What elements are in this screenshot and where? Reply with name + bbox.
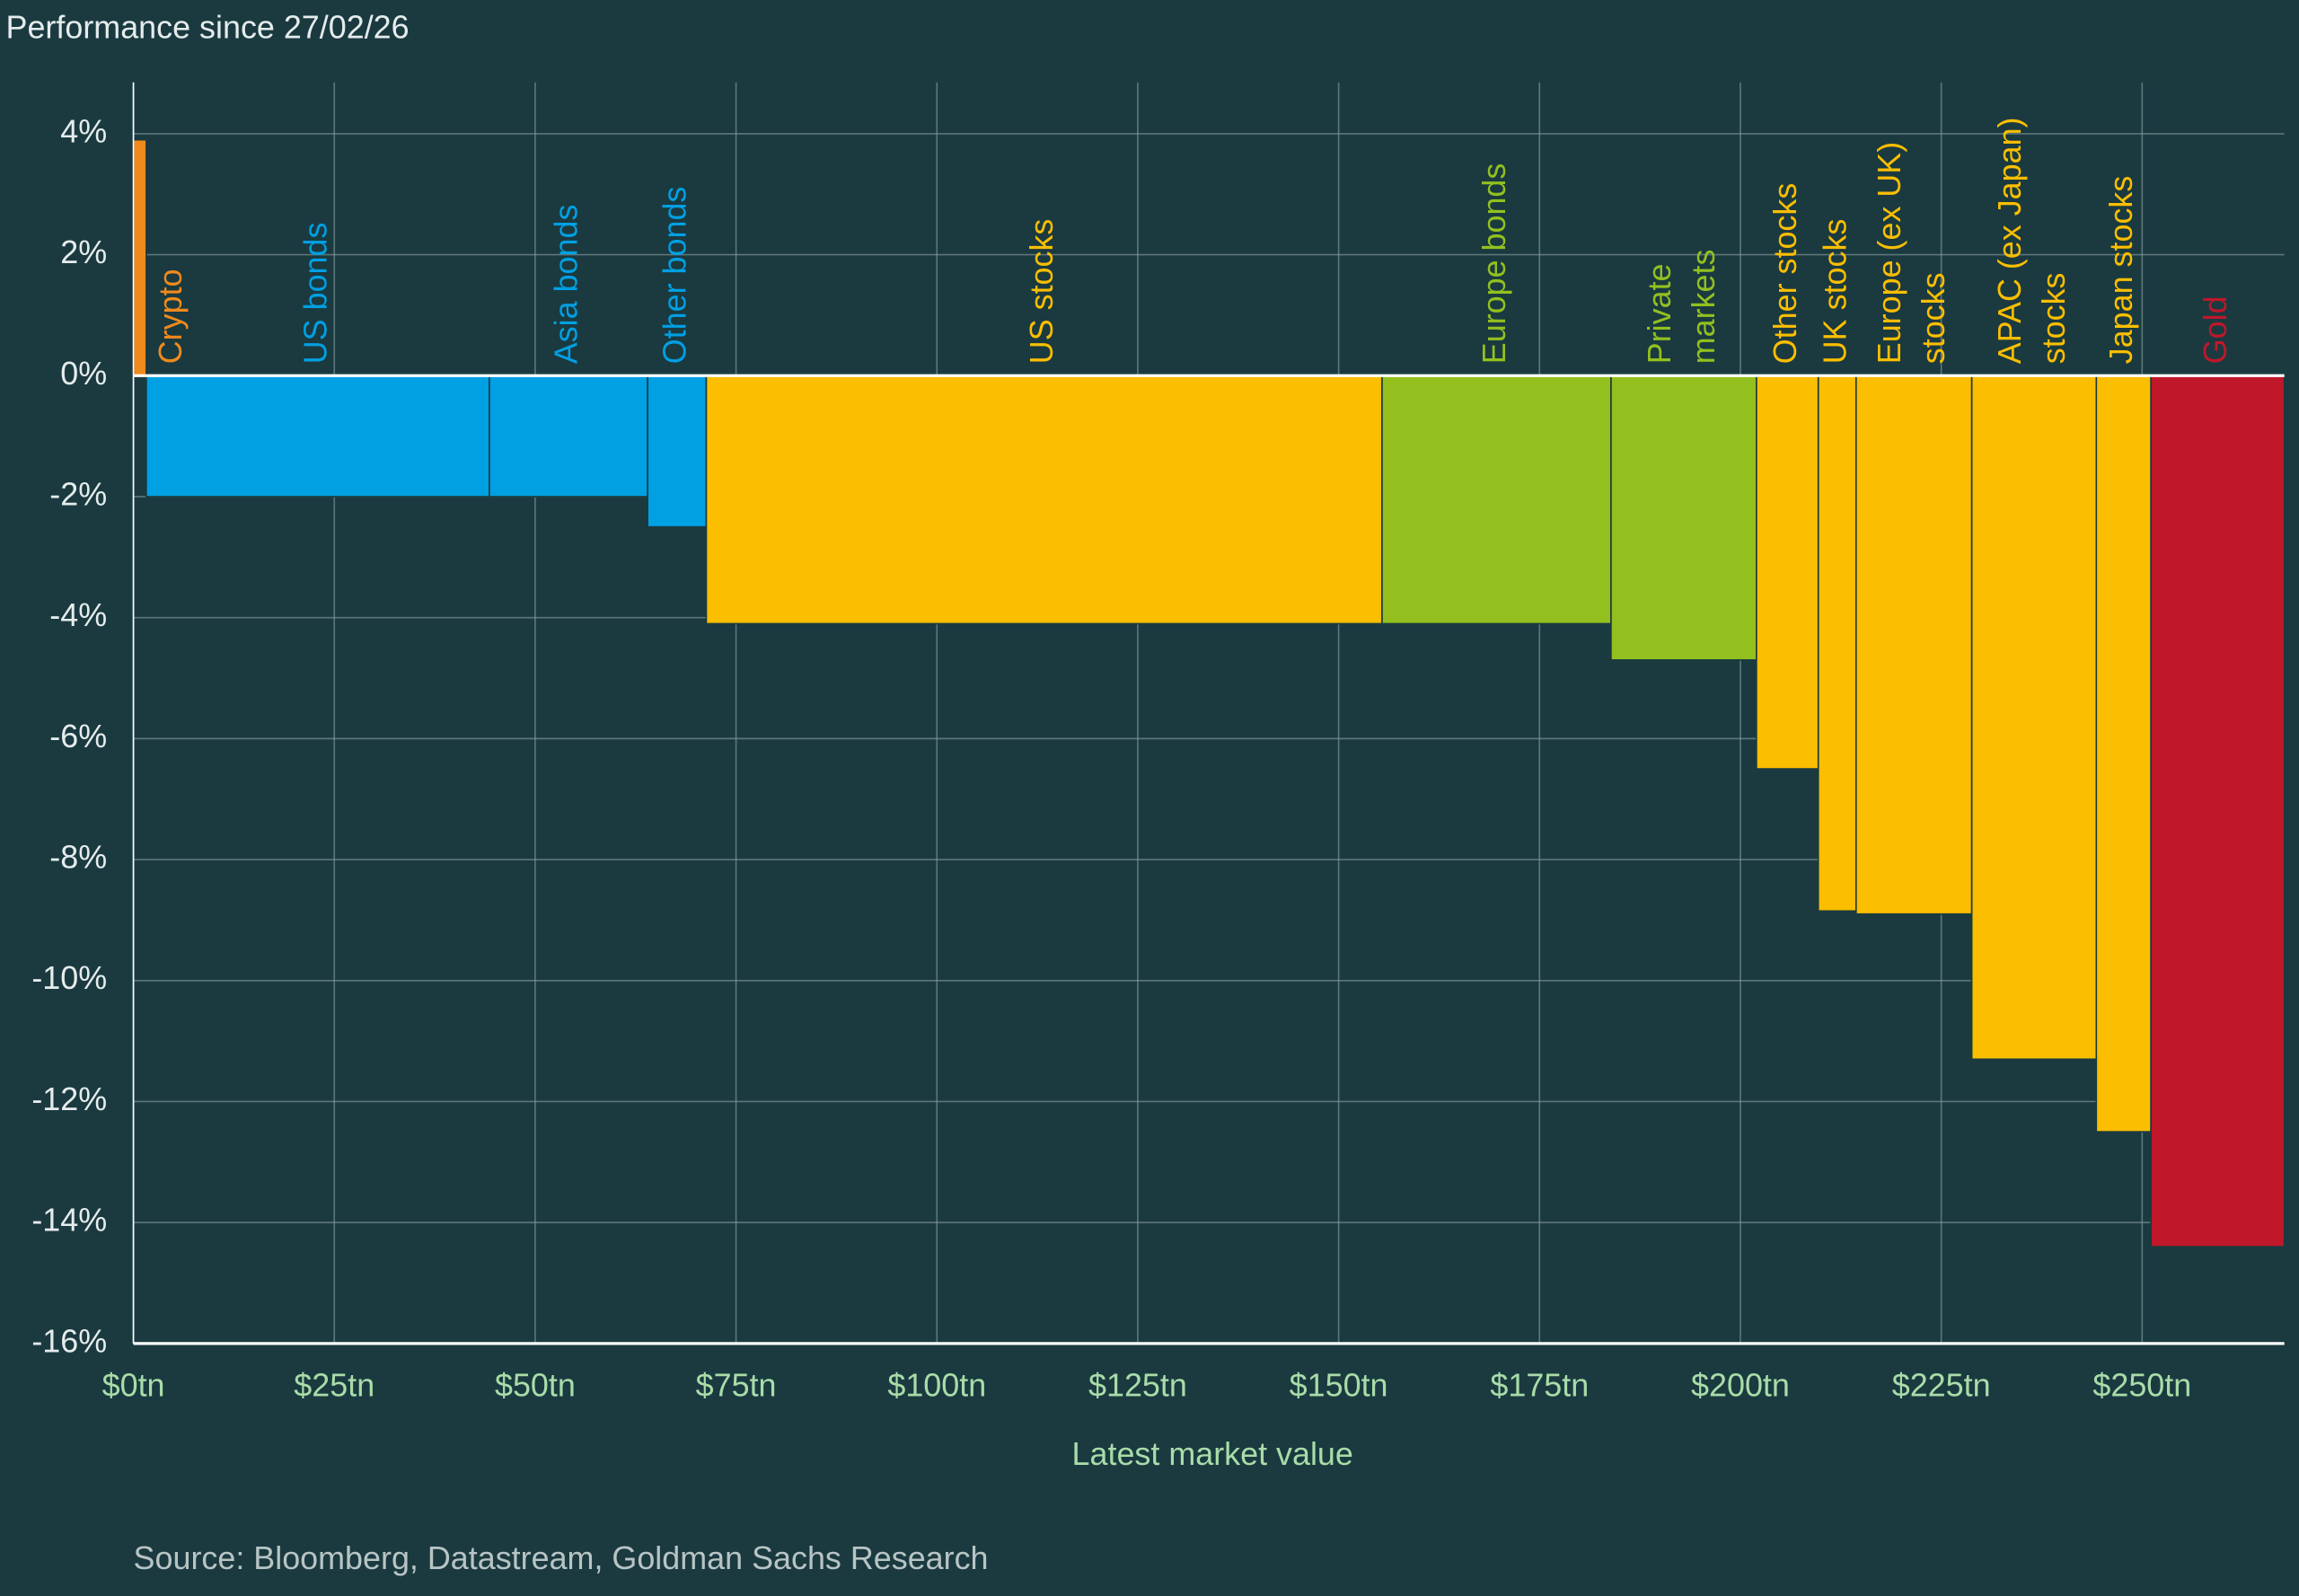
category-label: APAC (ex Japan) xyxy=(1991,118,2028,365)
y-tick-label: -6% xyxy=(49,718,107,754)
bar xyxy=(1610,375,1757,661)
y-tick-label: -8% xyxy=(49,839,107,876)
x-tick-label: $50tn xyxy=(495,1366,576,1403)
y-tick-label: -12% xyxy=(31,1080,107,1117)
category-label: US bonds xyxy=(296,223,333,365)
y-tick-label: -10% xyxy=(31,959,107,996)
y-tick-label: -4% xyxy=(49,596,107,633)
category-label: Gold xyxy=(2197,295,2233,364)
bar xyxy=(132,138,147,377)
y-tick-label: 4% xyxy=(60,112,107,149)
source-note: Source: Bloomberg, Datastream, Goldman S… xyxy=(134,1539,989,1576)
y-tick-label: 2% xyxy=(60,234,107,270)
category-label: Other stocks xyxy=(1766,183,1803,365)
category-label: stocks xyxy=(1915,272,1951,364)
y-tick-label: -16% xyxy=(31,1322,107,1359)
category-label: stocks xyxy=(2035,272,2072,364)
category-label: US stocks xyxy=(1023,219,1060,365)
bar xyxy=(2095,375,2152,1133)
y-tick-label: -14% xyxy=(31,1202,107,1239)
y-tick-label: 0% xyxy=(60,355,107,392)
bar xyxy=(705,375,1383,625)
bar xyxy=(1817,375,1857,913)
category-label: Japan stocks xyxy=(2102,176,2139,365)
category-label: Crypto xyxy=(152,269,189,364)
category-label: Europe bonds xyxy=(1475,163,1512,365)
category-label: Other bonds xyxy=(656,187,692,365)
category-label: markets xyxy=(1685,250,1722,365)
category-label: UK stocks xyxy=(1816,219,1853,365)
x-tick-label: $175tn xyxy=(1490,1366,1589,1403)
x-tick-label: $125tn xyxy=(1088,1366,1187,1403)
category-label: Asia bonds xyxy=(548,205,585,365)
bar xyxy=(145,375,490,498)
x-tick-label: $100tn xyxy=(887,1366,986,1403)
category-label: Private xyxy=(1641,263,1678,364)
x-tick-label: $0tn xyxy=(102,1366,165,1403)
x-tick-label: $250tn xyxy=(2092,1366,2191,1403)
y-tick-label: -2% xyxy=(49,475,107,512)
bar xyxy=(1381,375,1612,625)
bar xyxy=(647,375,708,528)
x-tick-label: $25tn xyxy=(294,1366,374,1403)
x-axis-label: Latest market value xyxy=(1072,1435,1353,1472)
bar xyxy=(1854,375,1973,915)
x-tick-label: $75tn xyxy=(696,1366,777,1403)
x-tick-label: $225tn xyxy=(1892,1366,1991,1403)
bar xyxy=(2150,375,2286,1248)
x-tick-label: $150tn xyxy=(1290,1366,1388,1403)
bar xyxy=(489,375,648,498)
bar xyxy=(1970,375,2098,1061)
x-tick-label: $200tn xyxy=(1691,1366,1790,1403)
bar xyxy=(1756,375,1819,770)
category-label: Europe (ex UK) xyxy=(1871,142,1907,364)
chart-title: Performance since 27/02/26 xyxy=(6,8,410,45)
